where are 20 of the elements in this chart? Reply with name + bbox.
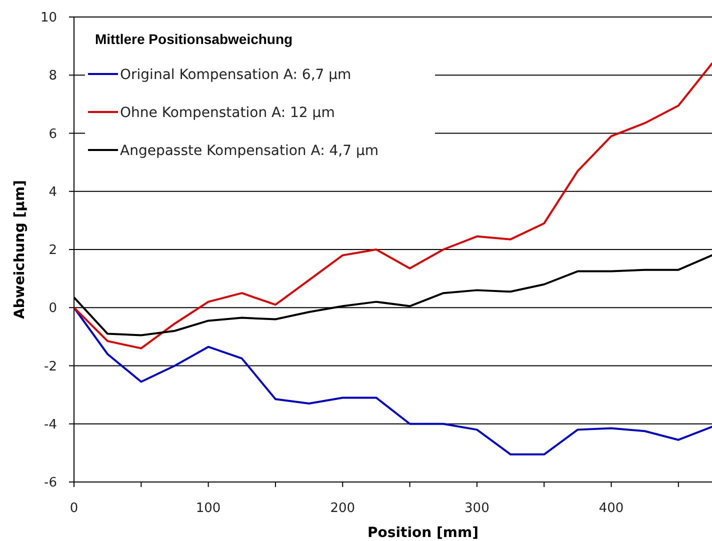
x-tick-label: 0	[70, 501, 78, 516]
y-tick-label: 10	[40, 10, 57, 26]
x-tick-label: 400	[598, 501, 624, 516]
y-tick-label: 8	[48, 68, 57, 84]
y-tick-label: 6	[48, 126, 57, 142]
y-tick-label: -4	[44, 417, 57, 432]
x-tick-label: 200	[330, 501, 356, 516]
x-tick-label: 300	[464, 501, 490, 516]
y-tick-label: 0	[48, 301, 57, 316]
legend-title: Mittlere Positionsabweichung	[95, 31, 293, 47]
y-tick-label: 2	[48, 243, 57, 258]
y-tick-label: -2	[44, 359, 57, 374]
x-tick-label: 100	[196, 501, 221, 516]
legend-label: Original Kompensation A: 6,7 µm	[120, 67, 352, 83]
y-tick-label: 4	[48, 184, 57, 200]
legend-label: Ohne Kompenstation A: 12 µm	[120, 105, 335, 121]
x-axis-title: Position [mm]	[368, 525, 478, 541]
y-tick-label: -6	[44, 476, 57, 491]
legend-label: Angepasste Kompensation A: 4,7 µm	[120, 143, 379, 159]
y-axis-title: Abweichung [µm]	[12, 180, 28, 319]
